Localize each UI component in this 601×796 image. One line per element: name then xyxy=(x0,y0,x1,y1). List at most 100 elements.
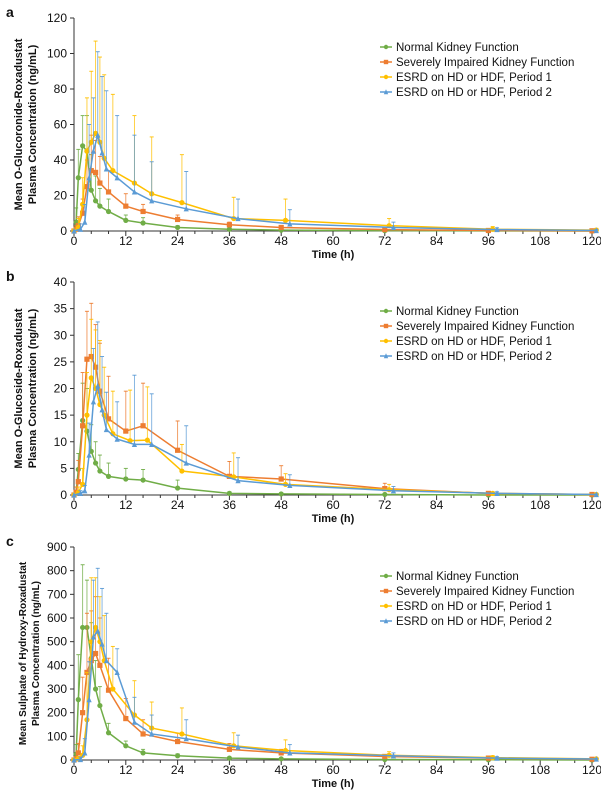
data-point xyxy=(88,139,94,145)
data-point xyxy=(86,451,92,458)
x-tick-label: 108 xyxy=(530,763,550,777)
legend-marker xyxy=(383,59,389,65)
x-tick-label: 96 xyxy=(482,763,496,777)
data-point xyxy=(494,226,500,233)
data-point xyxy=(80,143,86,149)
y-tick-label: 800 xyxy=(47,564,67,578)
data-point xyxy=(105,730,112,736)
data-point xyxy=(123,217,129,223)
data-point xyxy=(82,749,88,756)
legend-entry: Severely Impaired Kidney Function xyxy=(396,321,574,333)
y-tick-label: 100 xyxy=(47,729,67,743)
data-point xyxy=(140,220,146,226)
panel-c: c 0 100 200 300 400 500 600 700 800 900 0 12 24 36 48 60… xyxy=(6,533,601,790)
data-point xyxy=(95,627,101,634)
legend-entry: Normal Kidney Function xyxy=(396,571,519,583)
x-tick-label: 24 xyxy=(171,763,185,777)
data-point xyxy=(282,217,289,223)
y-tick-label: 35 xyxy=(54,302,68,316)
legend-entry: ESRD on HD or HDF, Period 2 xyxy=(396,87,552,99)
panel-b: b 0 5 10 15 20 25 30 35 40 0 12 24 36 48 60 72 84 96 108 120… xyxy=(6,268,601,525)
x-tick-label: 24 xyxy=(171,234,185,248)
data-point xyxy=(110,168,116,174)
data-point xyxy=(149,197,155,204)
series-line xyxy=(73,134,597,232)
x-tick-label: 60 xyxy=(326,234,340,248)
data-point xyxy=(88,187,94,193)
data-point xyxy=(92,650,99,657)
panel-label: b xyxy=(6,268,15,284)
data-point xyxy=(90,633,97,640)
data-point xyxy=(278,756,284,762)
series-3 xyxy=(71,321,599,498)
data-point xyxy=(97,468,103,474)
data-point xyxy=(92,460,99,466)
series-2 xyxy=(71,40,599,234)
data-point xyxy=(75,750,81,756)
y-tick-label: 0 xyxy=(60,753,67,767)
data-point xyxy=(80,423,86,429)
data-point xyxy=(103,657,109,664)
data-point xyxy=(99,149,105,156)
legend-entry: Severely Impaired Kidney Function xyxy=(396,586,574,598)
data-point xyxy=(114,174,120,181)
data-point xyxy=(278,224,284,231)
data-point xyxy=(103,165,109,172)
y-tick-label: 40 xyxy=(54,275,68,289)
data-point xyxy=(97,662,103,668)
data-point xyxy=(114,669,120,676)
data-point xyxy=(131,188,138,195)
legend-marker xyxy=(383,618,389,624)
x-axis-label: Time (h) xyxy=(312,778,355,790)
data-point xyxy=(140,731,146,737)
y-tick-label: 0 xyxy=(60,224,67,238)
data-point xyxy=(105,416,112,422)
legend-marker xyxy=(383,353,389,359)
data-point xyxy=(97,702,103,709)
data-point xyxy=(97,180,103,186)
data-point xyxy=(175,216,181,223)
series-line xyxy=(73,629,597,761)
legend-entry: ESRD on HD or HDF, Period 2 xyxy=(396,616,552,628)
series-line xyxy=(73,624,597,761)
panel-label: a xyxy=(6,4,14,20)
data-point xyxy=(105,208,112,215)
legend-entry: ESRD on HD or HDF, Period 2 xyxy=(396,351,552,363)
y-tick-label: 60 xyxy=(54,118,68,132)
legend-marker xyxy=(383,44,389,50)
y-tick-label: 40 xyxy=(54,153,68,167)
data-point xyxy=(88,168,94,174)
data-point xyxy=(175,485,181,491)
data-point xyxy=(593,491,599,498)
legend-entry: ESRD on HD or HDF, Period 1 xyxy=(396,601,552,613)
data-point xyxy=(183,205,189,212)
x-tick-label: 108 xyxy=(530,498,550,512)
series-line xyxy=(73,626,593,761)
data-point xyxy=(175,224,181,231)
x-tick-label: 24 xyxy=(171,498,185,512)
data-point xyxy=(92,686,99,692)
y-axis-label: Plasma Concentration (ng/mL) xyxy=(31,581,42,726)
x-tick-label: 120 xyxy=(582,234,601,248)
data-point xyxy=(179,468,185,474)
data-point xyxy=(485,227,491,234)
y-tick-label: 25 xyxy=(54,355,68,369)
data-point xyxy=(123,715,129,722)
data-point xyxy=(99,640,105,647)
legend-entry: ESRD on HD or HDF, Period 1 xyxy=(396,336,552,348)
legend-entry: ESRD on HD or HDF, Period 1 xyxy=(396,72,552,84)
x-tick-label: 72 xyxy=(378,763,392,777)
data-point xyxy=(390,487,397,494)
data-point xyxy=(226,222,232,228)
y-tick-label: 0 xyxy=(60,488,67,502)
data-point xyxy=(123,428,129,434)
data-point xyxy=(140,477,146,483)
data-point xyxy=(226,490,232,497)
data-point xyxy=(382,486,388,492)
x-tick-label: 0 xyxy=(71,234,78,248)
data-point xyxy=(105,687,112,693)
x-tick-label: 12 xyxy=(119,498,133,512)
x-tick-label: 60 xyxy=(326,498,340,512)
x-tick-label: 36 xyxy=(223,763,237,777)
y-tick-label: 100 xyxy=(47,47,67,61)
